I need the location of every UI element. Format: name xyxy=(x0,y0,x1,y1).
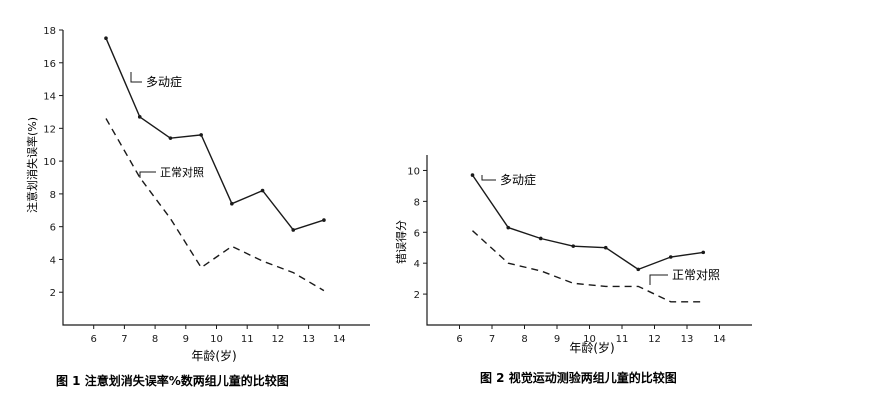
x-tick-label: 6 xyxy=(91,334,97,345)
y-tick-label: 14 xyxy=(43,92,56,103)
chart-1-series-label-hyperactive-leader xyxy=(130,72,142,83)
chart-2-x-ticks: 6 7 8 9 10 11 12 13 14 xyxy=(456,325,726,345)
x-tick-label: 11 xyxy=(616,334,629,345)
chart-1-series-points xyxy=(104,36,326,232)
chart-1-series-label-control-leader xyxy=(139,171,156,178)
chart-2-x-axis-label: 年龄(岁) xyxy=(569,340,614,355)
y-tick-label: 10 xyxy=(43,157,56,168)
series-line-control xyxy=(472,230,704,303)
chart-1-x-ticks: 6 7 8 9 10 11 12 13 14 xyxy=(91,325,346,345)
chart-1-y-ticks: 2 4 6 8 10 12 14 16 18 xyxy=(43,26,63,299)
data-point xyxy=(636,267,641,272)
series-line-hyperactive xyxy=(105,37,325,231)
chart-2-series-label-hyperactive-leader xyxy=(481,175,496,181)
data-point xyxy=(571,244,576,248)
y-tick-label: 16 xyxy=(43,59,56,70)
data-point xyxy=(104,36,108,40)
y-tick-label: 12 xyxy=(43,124,56,135)
x-tick-label: 14 xyxy=(333,334,346,345)
x-tick-label: 8 xyxy=(152,334,158,345)
chart-2: 2 4 6 8 10 6 7 8 9 10 11 12 13 14 多动症 正常对照 错误得分 年龄(岁… xyxy=(394,155,752,385)
data-point xyxy=(470,173,475,177)
y-tick-label: 10 xyxy=(407,166,420,177)
chart-1-y-axis-label: 注意划消失误率(%) xyxy=(25,117,39,213)
x-tick-label: 8 xyxy=(521,334,527,345)
chart-2-series-label-control-leader xyxy=(649,274,668,285)
y-tick-label: 6 xyxy=(50,223,56,234)
x-tick-label: 10 xyxy=(210,334,223,345)
x-tick-label: 12 xyxy=(648,334,661,345)
chart-2-caption: 图 2 视觉运动测验两组儿童的比较图 xyxy=(480,370,677,385)
x-tick-label: 14 xyxy=(713,334,726,345)
data-point xyxy=(506,225,511,230)
chart-2-series-points xyxy=(470,173,706,272)
chart-2-axes xyxy=(426,155,752,326)
y-tick-label: 18 xyxy=(43,26,56,37)
chart-2-series-label-hyperactive: 多动症 xyxy=(500,172,536,187)
x-tick-label: 6 xyxy=(456,334,462,345)
x-tick-label: 9 xyxy=(554,334,560,345)
data-point xyxy=(701,250,706,255)
chart-1-series-label-hyperactive: 多动症 xyxy=(146,74,182,89)
data-point xyxy=(538,236,543,241)
y-tick-label: 8 xyxy=(50,190,56,201)
series-line-hyperactive xyxy=(471,174,704,271)
x-tick-label: 7 xyxy=(489,334,495,345)
series-line-control xyxy=(105,118,325,292)
data-point xyxy=(137,115,142,119)
x-tick-label: 7 xyxy=(121,334,127,345)
chart-1: 2 4 6 8 10 12 14 16 18 6 7 8 9 10 11 12 13 14 多动症 正常对照 注… xyxy=(25,26,370,388)
x-tick-label: 13 xyxy=(302,334,315,345)
chart-1-series-lines xyxy=(105,37,325,292)
data-point xyxy=(260,188,265,193)
data-point xyxy=(322,218,326,222)
chart-2-series-lines xyxy=(471,174,704,303)
data-point xyxy=(291,228,296,232)
x-tick-label: 11 xyxy=(241,334,254,345)
chart-1-series-label-control: 正常对照 xyxy=(160,165,204,179)
chart-2-y-axis-label: 错误得分 xyxy=(394,220,408,264)
y-tick-label: 4 xyxy=(414,259,420,270)
y-tick-label: 6 xyxy=(414,228,420,239)
data-point xyxy=(603,245,608,250)
y-tick-label: 2 xyxy=(50,288,56,299)
chart-1-plot-area: 2 4 6 8 10 12 14 16 18 6 7 8 9 10 11 12 13 14 xyxy=(43,26,370,345)
chart-1-x-axis-label: 年龄(岁) xyxy=(191,348,236,363)
data-point xyxy=(668,255,673,259)
chart-2-y-ticks: 2 4 6 8 10 xyxy=(407,166,427,301)
y-tick-label: 4 xyxy=(50,255,56,266)
y-tick-label: 2 xyxy=(414,290,420,301)
chart-2-series-label-control: 正常对照 xyxy=(672,268,720,282)
data-point xyxy=(199,133,203,137)
x-tick-label: 13 xyxy=(681,334,694,345)
x-tick-label: 12 xyxy=(272,334,285,345)
x-tick-label: 10 xyxy=(583,334,596,345)
chart-1-caption: 图 1 注意划消失误率%数两组儿童的比较图 xyxy=(56,373,289,388)
chart-2-plot-area: 2 4 6 8 10 6 7 8 9 10 11 12 13 14 xyxy=(407,155,752,345)
data-point xyxy=(230,201,234,206)
chart-1-axes xyxy=(62,30,370,326)
x-tick-label: 9 xyxy=(183,334,189,345)
data-point xyxy=(168,136,173,140)
y-tick-label: 8 xyxy=(414,197,420,208)
